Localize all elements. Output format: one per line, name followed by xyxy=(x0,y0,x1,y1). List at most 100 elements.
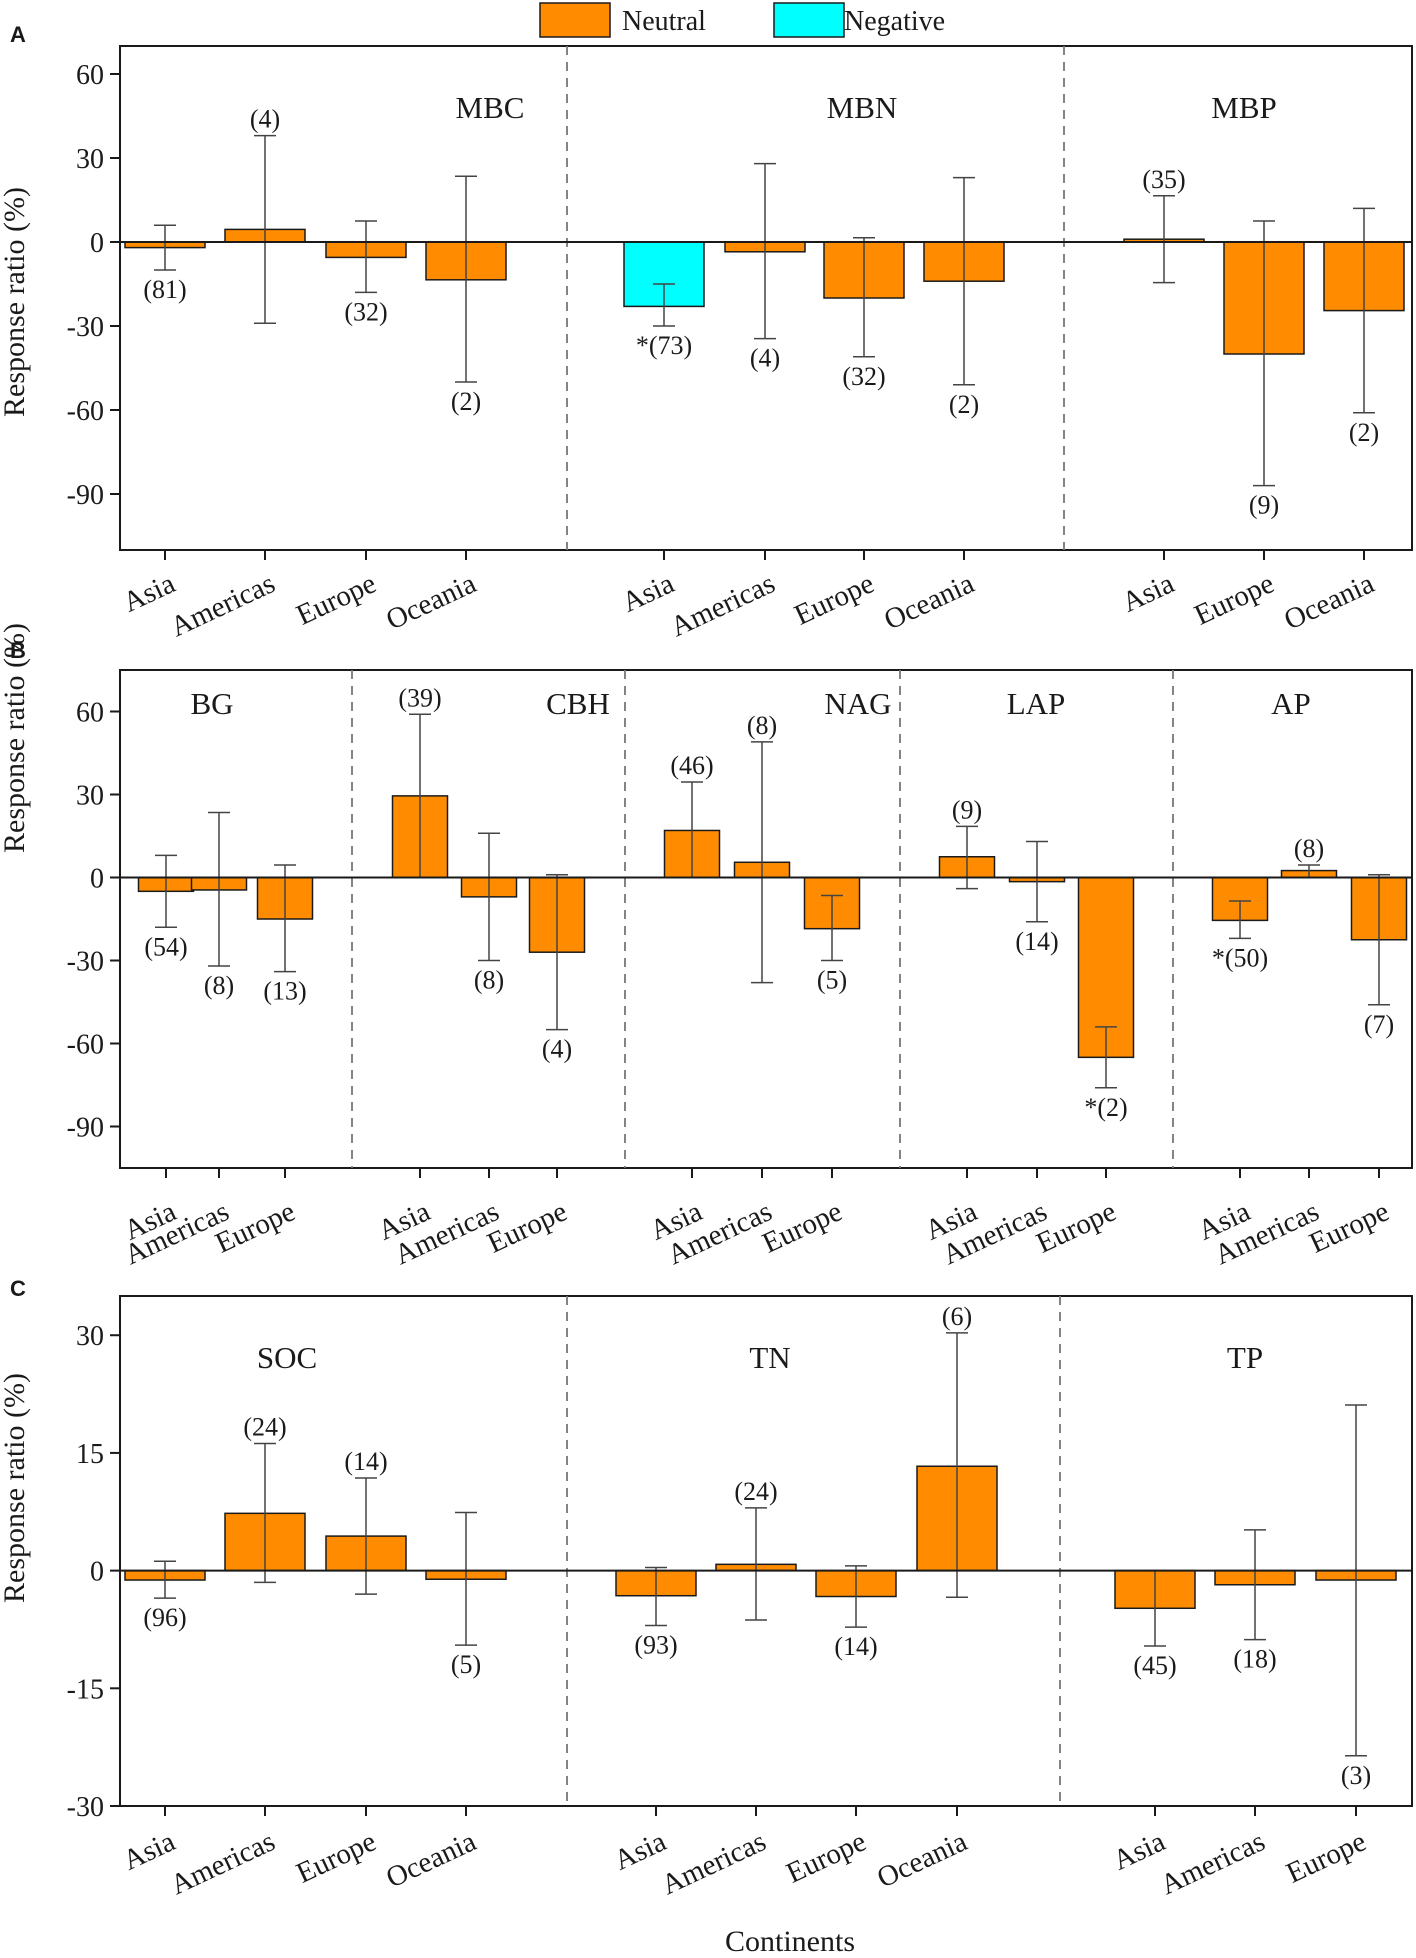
panel-c: C Response ratio (%) 30 15 0 -15 -30 SOC (96) A… xyxy=(0,1276,1413,1901)
group-title-bg: BG xyxy=(190,686,233,721)
sample-size-label: (5) xyxy=(817,966,847,995)
sample-size-label: (4) xyxy=(250,105,280,134)
sample-size-label: (8) xyxy=(747,711,777,740)
x-category-label: Americas xyxy=(657,1825,771,1901)
x-category-label: Oceania xyxy=(381,567,481,636)
x-category-label: Europe xyxy=(790,567,879,631)
sample-size-label: (4) xyxy=(542,1035,572,1064)
legend-swatch-negative xyxy=(773,2,845,38)
x-category-label: Americas xyxy=(166,567,280,643)
sample-size-label: *(2) xyxy=(1084,1093,1127,1122)
y-tick-label-c: 15 xyxy=(76,1439,104,1470)
x-category-label: Oceania xyxy=(879,567,979,636)
x-category-label: Europe xyxy=(1282,1825,1371,1889)
group-title-tn: TN xyxy=(749,1340,790,1375)
sample-size-label: (8) xyxy=(204,971,234,1000)
group-title-nag: NAG xyxy=(824,686,891,721)
x-category-label: Americas xyxy=(1156,1825,1270,1901)
sample-size-label: *(50) xyxy=(1212,943,1268,972)
sample-size-label: (93) xyxy=(634,1631,677,1660)
group-title-lap: LAP xyxy=(1007,686,1066,721)
sample-size-label: (3) xyxy=(1341,1761,1371,1790)
sample-size-label: (13) xyxy=(263,977,306,1006)
sample-size-label: (39) xyxy=(398,683,441,712)
y-tick-label-b: 30 xyxy=(76,781,104,812)
sample-size-label: (2) xyxy=(1349,418,1379,447)
panel-letter-c: C xyxy=(10,1276,26,1301)
group-title-cbh: CBH xyxy=(546,686,610,721)
group-title-mbp: MBP xyxy=(1211,90,1276,125)
x-category-label: Europe xyxy=(1305,1195,1394,1259)
sample-size-label: (96) xyxy=(143,1603,186,1632)
y-tick-label-a: 30 xyxy=(76,144,104,175)
group-title-ap: AP xyxy=(1271,686,1311,721)
y-tick-label-a: 60 xyxy=(76,60,104,91)
group-title-tp: TP xyxy=(1227,1340,1263,1375)
x-category-label: Europe xyxy=(1190,567,1279,631)
sample-size-label: (45) xyxy=(1133,1651,1176,1680)
x-category-label: Europe xyxy=(758,1195,847,1259)
sample-size-label: (9) xyxy=(1249,491,1279,520)
sample-size-label: (14) xyxy=(1015,927,1058,956)
y-tick-label-a: -30 xyxy=(67,312,104,343)
sample-size-label: *(73) xyxy=(636,331,692,360)
x-category-label: Oceania xyxy=(1279,567,1379,636)
x-category-label: Europe xyxy=(483,1195,572,1259)
y-tick-label-c: 0 xyxy=(90,1557,104,1588)
y-tick-label-b: -60 xyxy=(67,1030,104,1061)
panel-a: A Response ratio (%) 60 30 0 -30 -60 -90 MBC (8… xyxy=(0,22,1413,643)
x-category-label: Europe xyxy=(782,1825,871,1889)
x-category-label: Americas xyxy=(666,567,780,643)
x-category-label: Oceania xyxy=(381,1825,481,1894)
sample-size-label: (4) xyxy=(750,344,780,373)
y-tick-label-a: -90 xyxy=(67,480,104,511)
y-tick-label-b: -90 xyxy=(67,1113,104,1144)
x-axis-title: Continents xyxy=(725,1925,855,1958)
plot-frame-c xyxy=(119,1295,1413,1807)
sample-size-label: (2) xyxy=(949,390,979,419)
legend: Neutral Negative xyxy=(539,2,945,38)
group-title-mbn: MBN xyxy=(827,90,898,125)
panel-b: B Response ratio (%) 60 30 0 -30 -60 -90 BG (54… xyxy=(0,623,1413,1271)
y-tick-label-b: -30 xyxy=(67,947,104,978)
x-category-label: Asia xyxy=(617,567,679,619)
sample-size-label: (7) xyxy=(1364,1010,1394,1039)
sample-size-label: (5) xyxy=(451,1650,481,1679)
x-category-label: Americas xyxy=(166,1825,280,1901)
y-tick-label-c: -15 xyxy=(67,1674,104,1705)
x-category-label: Europe xyxy=(292,567,381,631)
plot-frame-b xyxy=(119,669,1413,1169)
sample-size-label: (32) xyxy=(842,362,885,391)
sample-size-label: (14) xyxy=(344,1447,387,1476)
sample-size-label: (2) xyxy=(451,387,481,416)
x-category-label: Europe xyxy=(1032,1195,1121,1259)
y-tick-label-a: 0 xyxy=(90,228,104,259)
sample-size-label: (9) xyxy=(952,795,982,824)
panel-letter-a: A xyxy=(10,22,26,47)
x-category-label: Asia xyxy=(1117,567,1179,619)
sample-size-label: (24) xyxy=(734,1477,777,1506)
sample-size-label: (6) xyxy=(942,1302,972,1331)
legend-label-neutral: Neutral xyxy=(622,6,706,37)
group-title-mbc: MBC xyxy=(456,90,525,125)
y-tick-label-c: 30 xyxy=(76,1321,104,1352)
sample-size-label: (35) xyxy=(1142,165,1185,194)
legend-label-negative: Negative xyxy=(844,6,945,37)
x-category-label: Oceania xyxy=(872,1825,972,1894)
sample-size-label: (54) xyxy=(144,932,187,961)
y-tick-label-c: -30 xyxy=(67,1792,104,1823)
sample-size-label: (81) xyxy=(143,275,186,304)
legend-swatch-neutral xyxy=(539,2,611,38)
panel-letter-b: B xyxy=(10,638,26,663)
group-title-soc: SOC xyxy=(257,1340,317,1375)
y-axis-label-a: Response ratio (%) xyxy=(0,187,31,417)
sample-size-label: (24) xyxy=(243,1413,286,1442)
y-tick-label-b: 0 xyxy=(90,864,104,895)
sample-size-label: (8) xyxy=(474,966,504,995)
y-tick-label-b: 60 xyxy=(76,698,104,729)
sample-size-label: (18) xyxy=(1233,1645,1276,1674)
x-category-label: Europe xyxy=(292,1825,381,1889)
sample-size-label: (14) xyxy=(834,1632,877,1661)
sample-size-label: (46) xyxy=(670,751,713,780)
